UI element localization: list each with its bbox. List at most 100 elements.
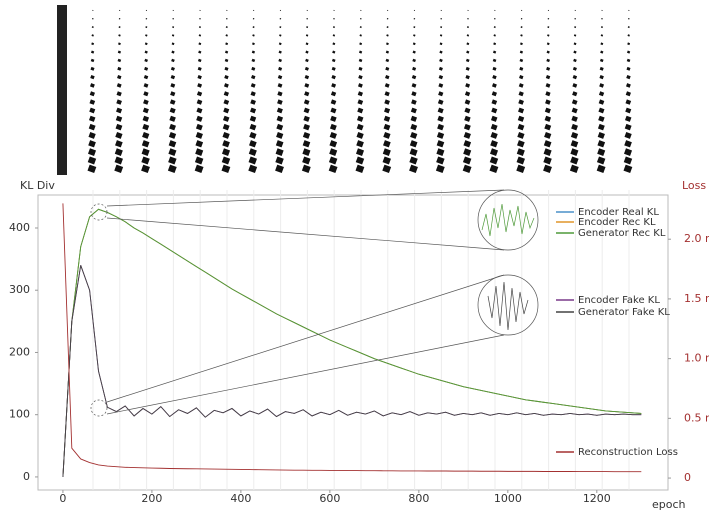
sample-image: [600, 42, 604, 46]
y-tick-label: 0: [23, 470, 30, 483]
sample-image: [520, 34, 523, 37]
sample-image: [170, 91, 176, 97]
sample-image: [329, 132, 337, 139]
noise-image: [57, 5, 67, 175]
sample-image: [249, 140, 257, 148]
sample-image: [601, 9, 603, 12]
sample-image: [144, 66, 149, 71]
sample-image: [276, 115, 284, 122]
sample-image: [330, 107, 337, 114]
sample-image: [116, 83, 122, 88]
sample-image: [118, 34, 121, 37]
sample-image: [169, 99, 176, 105]
sample-image: [221, 148, 231, 156]
sample-image: [411, 99, 417, 105]
sample-image: [572, 83, 578, 88]
sample-image: [571, 99, 578, 105]
sample-image: [89, 91, 95, 97]
y2-axis-label: Loss: [682, 179, 706, 192]
sample-image: [410, 107, 417, 114]
sample-image: [143, 99, 149, 105]
sample-image: [225, 34, 228, 37]
sample-image: [386, 17, 389, 20]
sample-image: [435, 164, 445, 173]
sample-image: [438, 74, 444, 80]
sample-image: [305, 50, 309, 54]
sample-image: [144, 50, 148, 54]
sample-image: [302, 140, 311, 148]
sample-image: [545, 99, 551, 105]
sample-image: [599, 58, 604, 63]
sample-image: [172, 17, 175, 20]
sample-image: [493, 17, 496, 20]
x-axis-label: epoch: [652, 498, 686, 511]
sample-image: [172, 26, 175, 29]
sample-image: [544, 115, 552, 122]
sample-image: [517, 115, 525, 122]
sample-image: [597, 140, 606, 148]
sample-image: [223, 91, 229, 97]
sample-image: [197, 74, 202, 80]
sample-image: [275, 140, 284, 148]
sample-image: [251, 50, 256, 54]
sample-image: [142, 107, 149, 114]
sample-image: [624, 115, 632, 122]
sample-image: [573, 50, 577, 54]
x-tick-label: 800: [408, 492, 429, 505]
sample-image: [277, 74, 283, 80]
sample-image: [197, 66, 202, 71]
sample-image: [493, 26, 496, 29]
sample-image: [516, 156, 525, 165]
sample-image: [571, 123, 578, 131]
sample-image: [303, 123, 310, 131]
sample-image: [118, 17, 121, 20]
sample-image: [142, 132, 150, 139]
sample-image: [143, 74, 149, 80]
zoom-detail: [487, 281, 529, 331]
sample-image: [252, 34, 255, 37]
sample-image: [384, 99, 390, 105]
sample-image: [196, 107, 203, 114]
sample-image: [490, 115, 498, 122]
sample-image: [197, 83, 203, 88]
sample-image: [332, 26, 335, 29]
sample-image: [517, 123, 525, 131]
sample-image: [117, 58, 122, 63]
sample-image: [491, 107, 498, 114]
sample-image: [623, 148, 633, 156]
legend-label: Encoder Real KL: [578, 207, 659, 218]
x-tick-label: 0: [59, 492, 66, 505]
y-tick-label: 400: [9, 221, 30, 234]
sample-image: [386, 34, 389, 37]
y-axis-label: KL Div: [20, 179, 55, 192]
sample-strip: [57, 5, 633, 175]
sample-image: [518, 99, 524, 105]
sample-image: [463, 123, 471, 131]
sample-image: [437, 123, 444, 131]
sample-image: [462, 164, 472, 173]
legend-label: Generator Fake KL: [578, 307, 670, 318]
sample-image: [625, 107, 632, 114]
sample-image: [413, 9, 416, 12]
sample-image: [545, 91, 551, 97]
sample-image: [624, 140, 632, 148]
sample-image: [172, 9, 174, 12]
sample-image: [466, 26, 469, 29]
sample-image: [384, 107, 391, 114]
sample-image: [494, 9, 496, 12]
zoom-lens: [477, 274, 539, 336]
sample-image: [330, 91, 337, 97]
sample-image: [409, 164, 418, 173]
sample-image: [358, 58, 363, 63]
sample-image: [383, 140, 391, 148]
sample-image: [547, 26, 550, 29]
sample-image: [196, 115, 203, 122]
sample-image: [332, 42, 336, 46]
sample-image: [331, 66, 336, 71]
sample-image: [437, 115, 444, 122]
sample-image: [141, 164, 150, 173]
sample-image: [328, 164, 338, 173]
sample-image: [357, 107, 364, 114]
sample-image: [623, 164, 633, 173]
